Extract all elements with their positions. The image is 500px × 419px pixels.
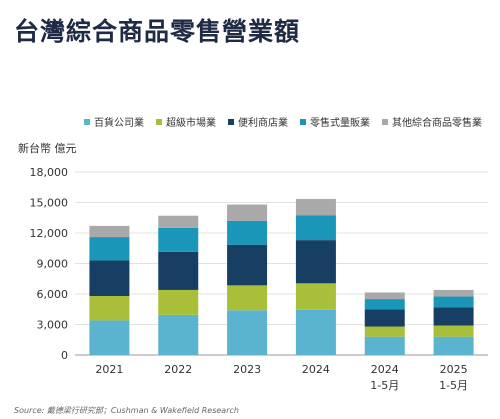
bar-segment — [364, 292, 405, 300]
legend-label: 其他綜合商品零售業 — [392, 116, 482, 129]
gridlines — [75, 171, 488, 356]
bar-segment — [295, 283, 336, 310]
bar-segment — [433, 336, 474, 355]
bar-segment — [227, 285, 268, 311]
x-tick-label: 2022 — [164, 363, 192, 376]
x-tick-label: 2024 — [302, 363, 330, 376]
bar-segment — [364, 299, 405, 310]
x-tick-label: 2025 — [440, 363, 468, 376]
source-note: Source: 戴德梁行研究部；Cushman & Wakefield Rese… — [14, 406, 239, 415]
y-axis-ticks: 0 3,000 6,000 9,000 12,000 15,000 18,000 — [30, 166, 69, 362]
bar-segment — [295, 215, 336, 241]
y-tick-label: 3,000 — [37, 319, 69, 332]
bar-segment — [295, 198, 336, 216]
bar-segment — [227, 310, 268, 355]
bar-segment — [89, 225, 130, 238]
bar-segment — [433, 289, 474, 297]
y-tick-label: 0 — [61, 349, 68, 362]
legend-swatch — [300, 119, 306, 125]
x-axis-ticks: 2021 2022 2023 2024 2024 1-5月 2025 1-5月 — [95, 363, 468, 392]
x-tick-label: 1-5月 — [370, 379, 399, 392]
bar-segment — [295, 309, 336, 355]
y-tick-label: 15,000 — [30, 197, 69, 210]
bar-segment — [89, 260, 130, 297]
bar-segment — [89, 296, 130, 321]
bar-segment — [364, 309, 405, 327]
y-axis-unit-label: 新台幣 億元 — [18, 141, 77, 155]
bar-segment — [433, 325, 474, 337]
x-tick-label: 2023 — [233, 363, 261, 376]
x-tick-label: 1-5月 — [439, 379, 468, 392]
bar-segment — [227, 220, 268, 245]
legend: 百貨公司業 超級市場業 便利商店業 零售式量販業 其他綜合商品零售業 — [84, 116, 482, 129]
bar-segment — [433, 296, 474, 308]
legend-swatch — [228, 119, 234, 125]
y-tick-label: 18,000 — [30, 166, 69, 179]
legend-label: 超級市場業 — [166, 116, 216, 129]
legend-label: 百貨公司業 — [94, 116, 144, 129]
bar-segment — [364, 326, 405, 337]
bar-segment — [89, 237, 130, 261]
bar-segment — [158, 251, 199, 290]
bar-segment — [158, 289, 199, 315]
bar-segment — [295, 240, 336, 284]
y-tick-label: 9,000 — [37, 258, 69, 271]
y-tick-label: 12,000 — [30, 227, 69, 240]
legend-swatch — [382, 119, 388, 125]
bar-segment — [433, 307, 474, 326]
bar-segment — [158, 215, 199, 228]
bar-segment — [158, 227, 199, 252]
legend-swatch — [84, 119, 90, 125]
legend-swatch — [156, 119, 162, 125]
bars — [89, 198, 474, 355]
bar-segment — [89, 320, 130, 355]
x-tick-label: 2021 — [95, 363, 123, 376]
y-tick-label: 6,000 — [37, 288, 69, 301]
bar-segment — [227, 204, 268, 221]
bar-segment — [227, 244, 268, 286]
bar-segment — [364, 336, 405, 355]
bar-segment — [158, 314, 199, 355]
legend-label: 便利商店業 — [238, 116, 288, 129]
x-tick-label: 2024 — [371, 363, 399, 376]
legend-label: 零售式量販業 — [310, 116, 370, 129]
chart-title: 台灣綜合商品零售營業額 — [14, 17, 301, 46]
